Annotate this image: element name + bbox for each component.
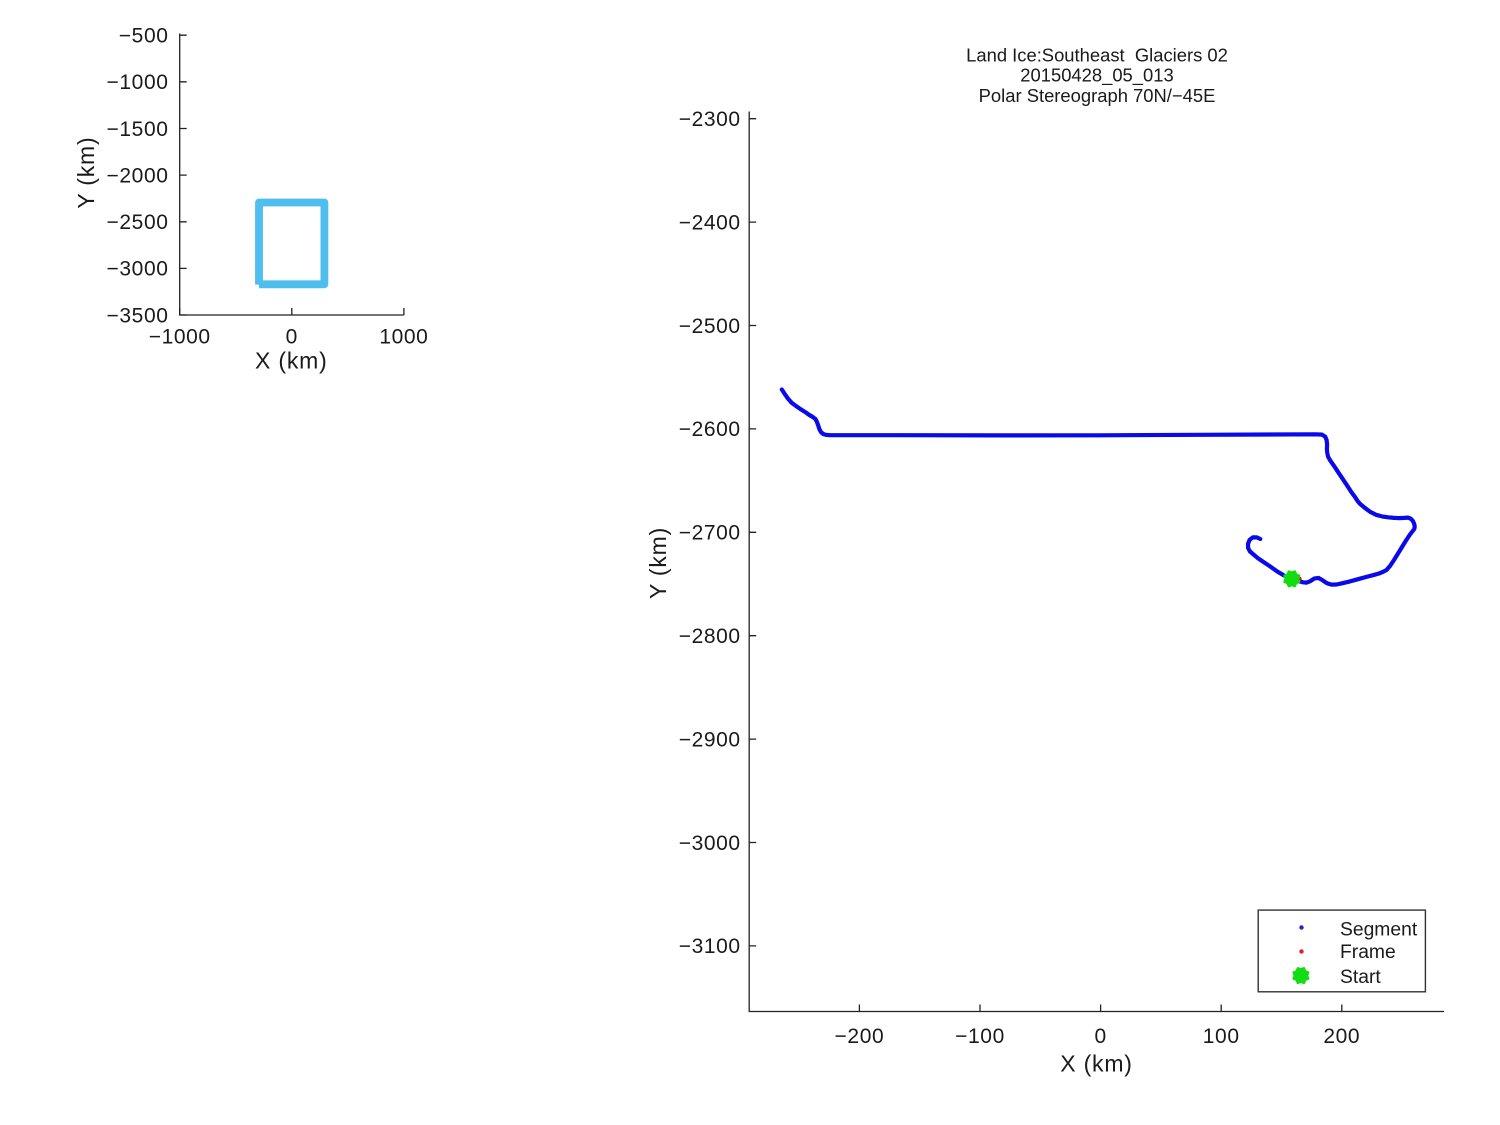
svg-text:−2600: −2600 bbox=[679, 418, 741, 441]
svg-text:−1000: −1000 bbox=[107, 71, 169, 94]
svg-text:0: 0 bbox=[1094, 1025, 1106, 1048]
svg-text:−2400: −2400 bbox=[679, 211, 741, 234]
svg-text:−3500: −3500 bbox=[107, 304, 169, 327]
svg-text:X (km): X (km) bbox=[255, 348, 328, 374]
svg-text:−2700: −2700 bbox=[679, 522, 741, 545]
svg-text:Start: Start bbox=[1340, 967, 1381, 988]
svg-text:200: 200 bbox=[1323, 1025, 1360, 1048]
svg-text:−100: −100 bbox=[955, 1025, 1005, 1048]
svg-text:1000: 1000 bbox=[379, 326, 428, 349]
svg-text:Frame: Frame bbox=[1340, 942, 1396, 963]
svg-text:−2000: −2000 bbox=[107, 164, 169, 187]
svg-text:−1500: −1500 bbox=[107, 118, 169, 141]
svg-text:Polar Stereograph 70N/−45E: Polar Stereograph 70N/−45E bbox=[979, 85, 1216, 106]
svg-text:20150428_05_013: 20150428_05_013 bbox=[1020, 65, 1173, 87]
svg-text:Y (km): Y (km) bbox=[73, 137, 99, 209]
svg-text:−3100: −3100 bbox=[679, 935, 741, 958]
svg-text:−2500: −2500 bbox=[107, 211, 169, 234]
svg-text:−2900: −2900 bbox=[679, 728, 741, 751]
svg-text:Segment: Segment bbox=[1340, 920, 1418, 941]
svg-text:100: 100 bbox=[1203, 1025, 1240, 1048]
svg-text:−3000: −3000 bbox=[107, 258, 169, 281]
svg-text:−1000: −1000 bbox=[149, 326, 211, 349]
svg-text:−2800: −2800 bbox=[679, 625, 741, 648]
svg-text:−2500: −2500 bbox=[679, 315, 741, 338]
svg-text:X (km): X (km) bbox=[1060, 1051, 1133, 1077]
svg-text:Land Ice:Southeast Glaciers 0: Land Ice:Southeast Glaciers 02 bbox=[966, 44, 1228, 65]
svg-text:Y (km): Y (km) bbox=[645, 527, 671, 599]
svg-text:−2300: −2300 bbox=[679, 108, 741, 131]
svg-text:0: 0 bbox=[286, 326, 298, 349]
svg-text:−200: −200 bbox=[835, 1025, 885, 1048]
svg-text:−3000: −3000 bbox=[679, 832, 741, 855]
svg-text:−500: −500 bbox=[119, 25, 169, 48]
